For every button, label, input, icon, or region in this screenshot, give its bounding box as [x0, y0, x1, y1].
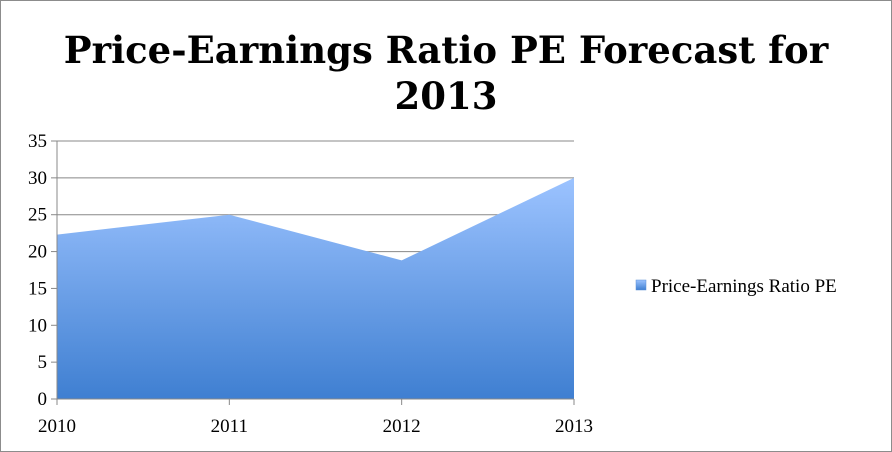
x-tick-labels: 2010 2011 2012 2013 — [38, 416, 593, 437]
chart-title-line-1: Price-Earnings Ratio PE Forecast for — [63, 28, 829, 72]
chart-title: Price-Earnings Ratio PE Forecast for 201… — [1, 27, 891, 119]
axes — [51, 140, 575, 405]
x-tick-label: 2013 — [555, 416, 593, 437]
y-tick-label: 10 — [28, 315, 47, 336]
x-tick-label: 2011 — [211, 416, 248, 437]
legend-label: Price-Earnings Ratio PE — [651, 276, 837, 297]
x-tick-label: 2012 — [383, 416, 421, 437]
y-tick-label: 15 — [28, 278, 47, 299]
y-tick-label: 30 — [28, 168, 47, 189]
y-tick-label: 25 — [28, 205, 47, 226]
x-tick-label: 2010 — [38, 416, 76, 437]
chart-title-line-2: 2013 — [394, 74, 498, 118]
y-tick-labels: 0 5 10 15 20 25 30 35 — [28, 131, 47, 410]
series-area-price-earnings-ratio-pe — [57, 177, 574, 399]
y-tick-label: 0 — [38, 389, 48, 410]
legend: Price-Earnings Ratio PE — [635, 276, 837, 297]
y-tick-label: 35 — [28, 131, 47, 152]
legend-swatch — [635, 279, 647, 291]
series-area-layer — [57, 177, 574, 399]
y-tick-label: 5 — [38, 352, 48, 373]
y-tick-label: 20 — [28, 242, 47, 263]
